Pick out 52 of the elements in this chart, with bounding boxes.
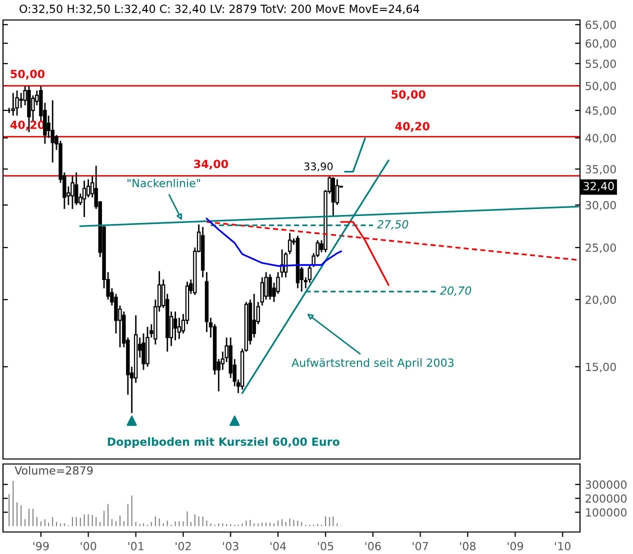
candlestick (268, 274, 272, 300)
y-tick-label: 65,00 (586, 20, 616, 30)
candlestick (15, 90, 19, 116)
y-tick-label: 100000 (586, 508, 627, 517)
candlestick (19, 92, 23, 109)
annotation: 33,90 (304, 162, 333, 172)
annotation: 50,00 (392, 90, 426, 100)
x-tick-label: '09 (508, 542, 524, 550)
candlestick (142, 332, 146, 371)
candlestick (331, 176, 336, 218)
y-tick-label: 30,00 (586, 200, 616, 211)
y-tick-label: 35,00 (586, 165, 616, 175)
candlestick (252, 293, 256, 338)
ref-line-label: 34,00 (194, 160, 228, 170)
y-tick-label: 40,00 (585, 134, 616, 144)
line-series (206, 218, 342, 267)
annotation: 27,50 (376, 220, 408, 230)
annotation: 32,40 (584, 182, 614, 192)
annotation: 40,20 (395, 122, 430, 132)
y-tick-label: 25,00 (586, 244, 616, 254)
x-tick-label: '08 (460, 542, 476, 550)
candlestick (173, 310, 178, 341)
candlestick (74, 172, 78, 206)
x-tick-label: '07 (412, 542, 428, 550)
y-tick-label: 20,00 (586, 296, 616, 306)
annotation: Doppelboden mit Kursziel 60,00 Euro (108, 437, 340, 448)
y-tick-label: 15,00 (586, 362, 616, 372)
y-tick-label: 300000 (586, 480, 627, 489)
chart-title: O:32,50 H:32,50 L:32,40 C: 32,40 LV: 2879 TotV: 200 MovE MovE=24,64 (20, 4, 420, 14)
y-tick-label: 60,00 (586, 39, 616, 49)
candlestick (70, 175, 74, 210)
x-tick-label: '01 (128, 542, 144, 550)
x-tick-label: '04 (270, 542, 286, 550)
y-tick-label: 55,00 (586, 60, 616, 70)
annotation: 20,70 (440, 286, 472, 296)
y-tick-label: 50,00 (586, 82, 616, 92)
annotation: "Nackenlinie" (128, 178, 200, 188)
candlestick (82, 180, 86, 218)
ref-line-label: 50,00 (10, 70, 45, 80)
annotation: Aufwärtstrend seit April 2003 (292, 358, 454, 370)
x-tick-label: '03 (223, 542, 238, 550)
y-tick-label: 45,00 (585, 106, 616, 116)
x-tick-label: '99 (33, 542, 49, 550)
x-tick-label: '02 (176, 542, 191, 550)
x-tick-label: '00 (80, 542, 96, 550)
x-tick-label: '06 (365, 542, 381, 550)
y-tick-label: 200000 (586, 494, 627, 503)
candlestick (50, 100, 54, 164)
annotation: Volume=2879 (14, 466, 93, 475)
candlestick (11, 92, 15, 116)
x-tick-label: '05 (318, 542, 334, 550)
x-tick-label: '10 (555, 542, 570, 550)
